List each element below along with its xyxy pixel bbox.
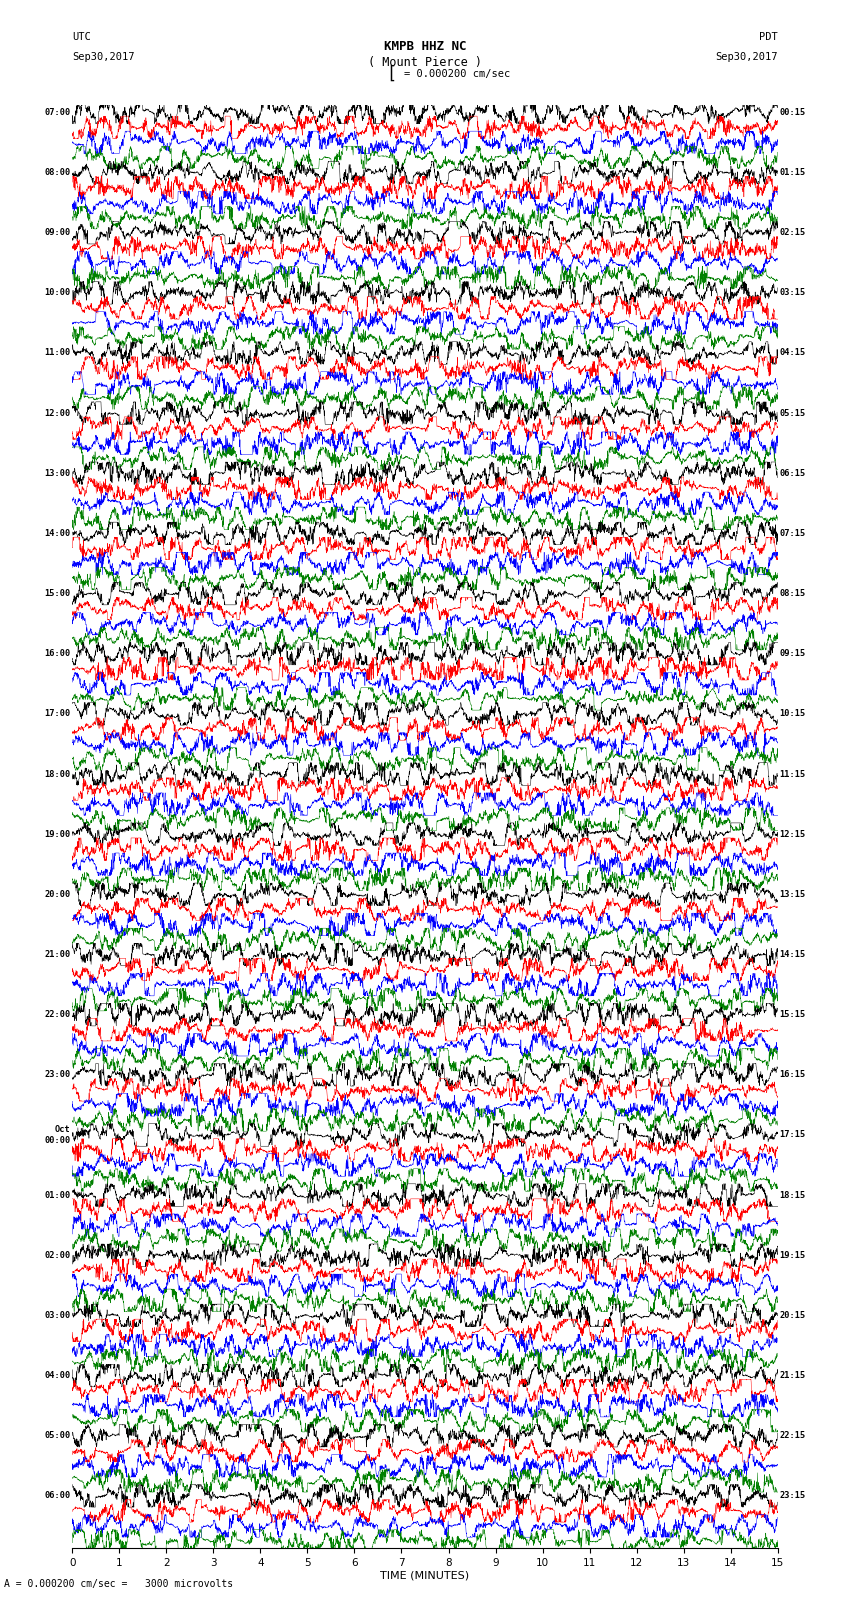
Text: 17:15: 17:15 <box>779 1131 806 1139</box>
Text: 08:15: 08:15 <box>779 589 806 598</box>
Text: PDT: PDT <box>759 32 778 42</box>
Text: 02:15: 02:15 <box>779 227 806 237</box>
Text: 04:15: 04:15 <box>779 348 806 358</box>
Text: KMPB HHZ NC: KMPB HHZ NC <box>383 40 467 53</box>
Text: 21:15: 21:15 <box>779 1371 806 1381</box>
Text: 05:15: 05:15 <box>779 408 806 418</box>
Text: 11:00: 11:00 <box>44 348 71 358</box>
Text: 15:00: 15:00 <box>44 589 71 598</box>
Text: 01:00: 01:00 <box>44 1190 71 1200</box>
Text: 10:00: 10:00 <box>44 289 71 297</box>
Text: 05:00: 05:00 <box>44 1431 71 1440</box>
Text: 22:00: 22:00 <box>44 1010 71 1019</box>
Text: A = 0.000200 cm/sec =   3000 microvolts: A = 0.000200 cm/sec = 3000 microvolts <box>4 1579 234 1589</box>
Text: 23:15: 23:15 <box>779 1492 806 1500</box>
Text: Oct
00:00: Oct 00:00 <box>44 1126 71 1145</box>
Text: 10:15: 10:15 <box>779 710 806 718</box>
Text: 13:00: 13:00 <box>44 469 71 477</box>
Text: [: [ <box>386 65 396 84</box>
Text: 06:00: 06:00 <box>44 1492 71 1500</box>
Text: 12:15: 12:15 <box>779 829 806 839</box>
Text: 08:00: 08:00 <box>44 168 71 177</box>
Text: 22:15: 22:15 <box>779 1431 806 1440</box>
Text: 13:15: 13:15 <box>779 890 806 898</box>
Text: ( Mount Pierce ): ( Mount Pierce ) <box>368 56 482 69</box>
Text: 09:15: 09:15 <box>779 648 806 658</box>
Text: 19:15: 19:15 <box>779 1250 806 1260</box>
Text: 09:00: 09:00 <box>44 227 71 237</box>
Text: 14:00: 14:00 <box>44 529 71 537</box>
Text: 17:00: 17:00 <box>44 710 71 718</box>
Text: 20:00: 20:00 <box>44 890 71 898</box>
Text: 18:00: 18:00 <box>44 769 71 779</box>
Text: 16:00: 16:00 <box>44 648 71 658</box>
Text: 16:15: 16:15 <box>779 1071 806 1079</box>
Text: 14:15: 14:15 <box>779 950 806 960</box>
Text: 07:00: 07:00 <box>44 108 71 116</box>
Text: Sep30,2017: Sep30,2017 <box>72 52 135 61</box>
X-axis label: TIME (MINUTES): TIME (MINUTES) <box>381 1571 469 1581</box>
Text: 15:15: 15:15 <box>779 1010 806 1019</box>
Text: 04:00: 04:00 <box>44 1371 71 1381</box>
Text: 21:00: 21:00 <box>44 950 71 960</box>
Text: 18:15: 18:15 <box>779 1190 806 1200</box>
Text: UTC: UTC <box>72 32 91 42</box>
Text: 23:00: 23:00 <box>44 1071 71 1079</box>
Text: 03:00: 03:00 <box>44 1311 71 1319</box>
Text: 06:15: 06:15 <box>779 469 806 477</box>
Text: Sep30,2017: Sep30,2017 <box>715 52 778 61</box>
Text: 19:00: 19:00 <box>44 829 71 839</box>
Text: 20:15: 20:15 <box>779 1311 806 1319</box>
Text: 12:00: 12:00 <box>44 408 71 418</box>
Text: 01:15: 01:15 <box>779 168 806 177</box>
Text: 03:15: 03:15 <box>779 289 806 297</box>
Text: 00:15: 00:15 <box>779 108 806 116</box>
Text: 07:15: 07:15 <box>779 529 806 537</box>
Text: 11:15: 11:15 <box>779 769 806 779</box>
Text: = 0.000200 cm/sec: = 0.000200 cm/sec <box>404 69 510 79</box>
Text: 02:00: 02:00 <box>44 1250 71 1260</box>
